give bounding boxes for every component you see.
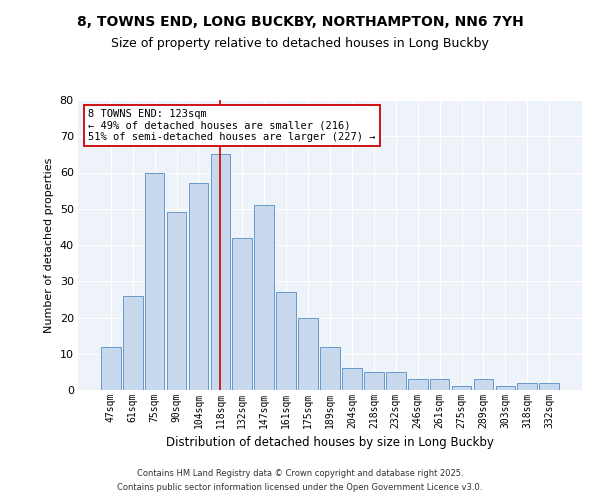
- Bar: [452, 386, 472, 390]
- Bar: [254, 205, 274, 390]
- Bar: [298, 318, 318, 390]
- Bar: [145, 172, 164, 390]
- Bar: [473, 379, 493, 390]
- Bar: [101, 346, 121, 390]
- Bar: [496, 386, 515, 390]
- Text: Size of property relative to detached houses in Long Buckby: Size of property relative to detached ho…: [111, 38, 489, 51]
- Text: 8, TOWNS END, LONG BUCKBY, NORTHAMPTON, NN6 7YH: 8, TOWNS END, LONG BUCKBY, NORTHAMPTON, …: [77, 15, 523, 29]
- Bar: [430, 379, 449, 390]
- X-axis label: Distribution of detached houses by size in Long Buckby: Distribution of detached houses by size …: [166, 436, 494, 450]
- Bar: [364, 372, 384, 390]
- Y-axis label: Number of detached properties: Number of detached properties: [44, 158, 54, 332]
- Bar: [232, 238, 252, 390]
- Text: Contains public sector information licensed under the Open Government Licence v3: Contains public sector information licen…: [118, 484, 482, 492]
- Bar: [211, 154, 230, 390]
- Text: Contains HM Land Registry data © Crown copyright and database right 2025.: Contains HM Land Registry data © Crown c…: [137, 468, 463, 477]
- Bar: [320, 346, 340, 390]
- Bar: [408, 379, 428, 390]
- Bar: [123, 296, 143, 390]
- Bar: [386, 372, 406, 390]
- Bar: [539, 383, 559, 390]
- Bar: [517, 383, 537, 390]
- Text: 8 TOWNS END: 123sqm
← 49% of detached houses are smaller (216)
51% of semi-detac: 8 TOWNS END: 123sqm ← 49% of detached ho…: [88, 108, 376, 142]
- Bar: [188, 184, 208, 390]
- Bar: [167, 212, 187, 390]
- Bar: [342, 368, 362, 390]
- Bar: [276, 292, 296, 390]
